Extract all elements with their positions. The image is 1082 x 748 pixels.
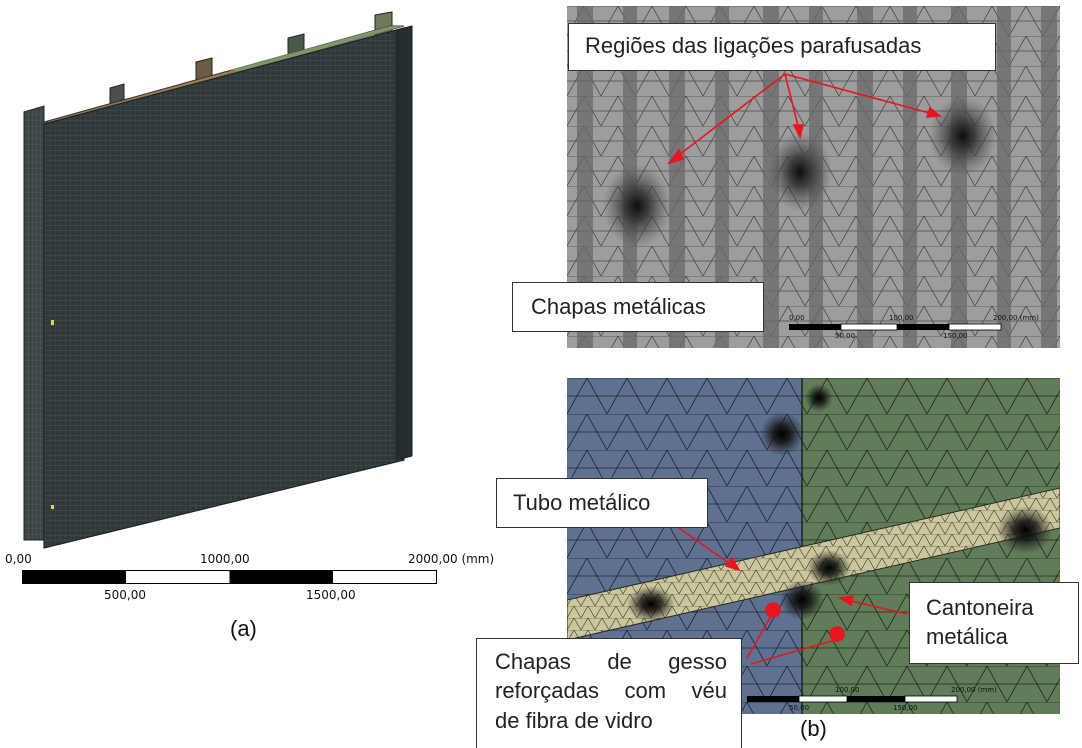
caption-b: (b): [800, 716, 827, 741]
callout-metal-tube: Tubo metálico: [496, 478, 708, 528]
callout-metal-angle-line2: metálica: [926, 624, 1008, 650]
callout-gypsum-line1: Chapas de gesso: [495, 649, 727, 674]
callout-bolted-connections: Regiões das ligações parafusadas: [568, 23, 996, 71]
bottom-mesh-image: [567, 378, 1060, 714]
top-scale-50: 50,00: [835, 332, 856, 340]
bottom-scale-100: 100,00: [835, 686, 860, 694]
top-scale-200: 200,00 (mm): [993, 314, 1039, 322]
bottom-scale-200: 200,00 (mm): [951, 686, 997, 694]
callout-gypsum-line3: de fibra de vidro: [495, 707, 653, 733]
callout-gypsum-line2: reforçadas com véu: [495, 678, 727, 704]
callout-metal-angle: Cantoneira metálica: [909, 582, 1079, 664]
callout-gypsum-boards: Chapas de gesso reforçadas com véu de fi…: [476, 638, 742, 748]
scale-label-2000: 2000,00 (mm): [408, 552, 495, 566]
wall-mesh-model: [23, 11, 413, 549]
scale-label-1500: 1500,00: [306, 588, 356, 602]
scale-label-500: 500,00: [104, 588, 146, 602]
scale-label-1000: 1000,00: [200, 552, 250, 566]
scale-label-0: 0,00: [5, 552, 32, 566]
top-scale-100: 100,00: [889, 314, 914, 322]
scale-bar-a: [22, 570, 437, 584]
caption-a: (a): [230, 616, 257, 641]
top-scale-150: 150,00: [943, 332, 968, 340]
bottom-scale-50: 50,00: [789, 704, 810, 712]
panel-a: 0,00 1000,00 2000,00 (mm) 500,00 1500,00…: [0, 0, 520, 660]
bottom-scale-150: 150,00: [893, 704, 918, 712]
callout-metal-sheets: Chapas metálicas: [512, 282, 764, 332]
callout-metal-angle-line1: Cantoneira: [926, 595, 1034, 620]
top-scale-0: 0,00: [789, 314, 805, 322]
panel-b-bottom: 100,00 200,00 (mm) 50,00 150,00: [567, 378, 1060, 714]
